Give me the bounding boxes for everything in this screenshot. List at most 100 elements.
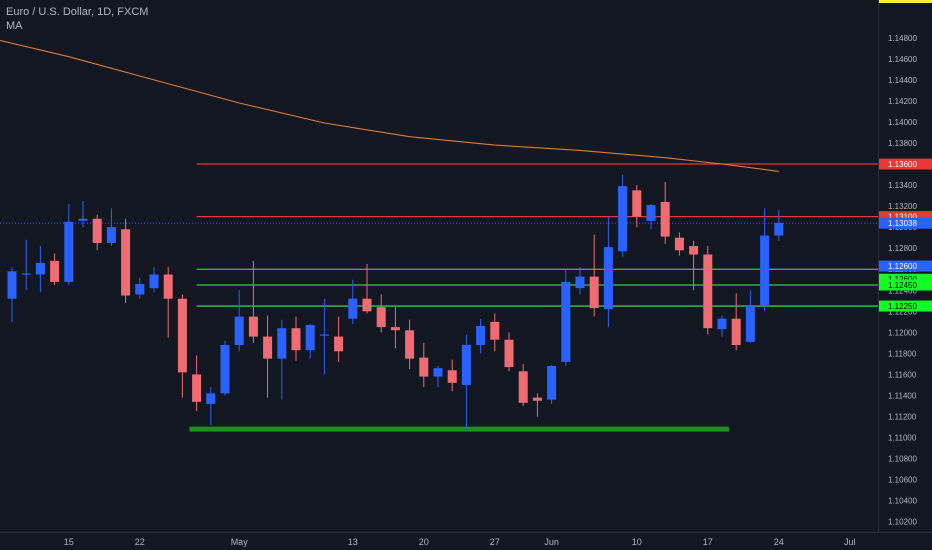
- price-tick-label: 1.14000: [888, 118, 917, 127]
- candle[interactable]: [7, 267, 17, 322]
- candle[interactable]: [731, 293, 741, 351]
- candle[interactable]: [618, 174, 628, 257]
- candle[interactable]: [192, 355, 202, 412]
- candle[interactable]: [35, 246, 45, 293]
- candle[interactable]: [504, 332, 514, 372]
- candle-body: [121, 229, 131, 296]
- candle[interactable]: [547, 364, 557, 404]
- candle[interactable]: [248, 260, 258, 343]
- price-tick-label: 1.10600: [888, 476, 917, 485]
- candle-body: [603, 247, 613, 310]
- candle-body: [547, 366, 557, 400]
- candle[interactable]: [305, 323, 315, 359]
- price-tick-label: 1.13400: [888, 181, 917, 190]
- candle-body: [461, 344, 471, 385]
- candle-body: [263, 336, 273, 359]
- candle-body: [50, 260, 60, 282]
- candle[interactable]: [660, 181, 670, 244]
- candle[interactable]: [518, 363, 528, 407]
- candle[interactable]: [703, 246, 713, 335]
- price-tick-label: 1.11600: [888, 370, 917, 379]
- candle[interactable]: [362, 263, 372, 314]
- candle[interactable]: [50, 253, 60, 286]
- price-tick-label: 1.12000: [888, 328, 917, 337]
- candle[interactable]: [774, 210, 784, 241]
- candle[interactable]: [461, 334, 471, 431]
- candle-body: [21, 273, 31, 275]
- price-tick-label: 1.12400: [888, 286, 917, 295]
- candle[interactable]: [561, 268, 571, 367]
- candle[interactable]: [78, 200, 88, 228]
- price-axis-labels: 1.136001.131001.130381.126001.126001.124…: [879, 158, 932, 312]
- candle-body: [35, 262, 45, 275]
- candle[interactable]: [291, 316, 301, 361]
- candle[interactable]: [433, 366, 443, 388]
- candle[interactable]: [689, 240, 699, 291]
- time-axis[interactable]: 81522May132027Jun101724Jul: [0, 537, 856, 547]
- candle[interactable]: [575, 267, 585, 295]
- candle[interactable]: [149, 267, 159, 293]
- candle[interactable]: [390, 307, 400, 349]
- chart-header: Euro / U.S. Dollar, 1D, FXCM MA: [6, 5, 148, 33]
- price-badge-support: 1.12450: [879, 279, 932, 291]
- candle[interactable]: [447, 359, 457, 392]
- candle[interactable]: [277, 319, 287, 400]
- candle[interactable]: [717, 315, 727, 337]
- indicator-label[interactable]: MA: [6, 20, 23, 32]
- candle[interactable]: [674, 232, 684, 256]
- candle-body: [319, 334, 329, 336]
- candle[interactable]: [21, 239, 31, 291]
- candle[interactable]: [234, 290, 244, 352]
- candles[interactable]: [7, 174, 784, 431]
- time-tick-label: 13: [348, 537, 358, 547]
- candle[interactable]: [760, 208, 770, 312]
- price-badge-bg: [879, 273, 932, 285]
- candle-body: [703, 254, 713, 329]
- moving-average: [0, 39, 779, 172]
- candle[interactable]: [92, 214, 102, 251]
- candle[interactable]: [135, 277, 145, 299]
- candle-body: [92, 218, 102, 243]
- candle-body: [689, 246, 699, 255]
- candle[interactable]: [632, 185, 642, 228]
- candle-body: [291, 328, 301, 351]
- price-badge-resistance: 1.13600: [879, 158, 932, 170]
- candle[interactable]: [603, 216, 613, 328]
- price-badge-resistance: 1.13100: [879, 211, 932, 223]
- candle[interactable]: [419, 342, 429, 388]
- ma-line[interactable]: [0, 39, 779, 172]
- time-tick-label: 22: [135, 537, 145, 547]
- price-tick-label: 1.11200: [888, 413, 917, 422]
- symbol-title[interactable]: Euro / U.S. Dollar, 1D, FXCM: [6, 6, 149, 18]
- candle-body: [163, 274, 173, 299]
- candle[interactable]: [319, 298, 329, 375]
- candle[interactable]: [64, 204, 74, 286]
- candle[interactable]: [745, 290, 755, 343]
- candle[interactable]: [589, 234, 599, 317]
- candle[interactable]: [263, 315, 273, 398]
- candle[interactable]: [405, 319, 415, 370]
- candle[interactable]: [532, 393, 542, 417]
- candle-body: [192, 374, 202, 402]
- candle[interactable]: [177, 294, 187, 398]
- candle-body: [504, 339, 514, 368]
- candle[interactable]: [490, 313, 500, 352]
- candle[interactable]: [220, 340, 230, 396]
- candle[interactable]: [163, 267, 173, 338]
- candle[interactable]: [121, 218, 131, 303]
- candle[interactable]: [476, 318, 486, 354]
- candle-body: [632, 190, 642, 217]
- candle[interactable]: [646, 204, 656, 230]
- candle[interactable]: [376, 294, 386, 333]
- candle[interactable]: [206, 387, 216, 425]
- candle-body: [476, 326, 486, 345]
- candle[interactable]: [348, 279, 358, 324]
- candle-body: [78, 218, 88, 221]
- candle[interactable]: [106, 208, 116, 247]
- candle-body: [234, 316, 244, 345]
- candle-body: [405, 330, 415, 359]
- time-tick-label: Jun: [544, 537, 559, 547]
- price-axis-top-marker: [879, 0, 932, 3]
- candle[interactable]: [334, 316, 344, 362]
